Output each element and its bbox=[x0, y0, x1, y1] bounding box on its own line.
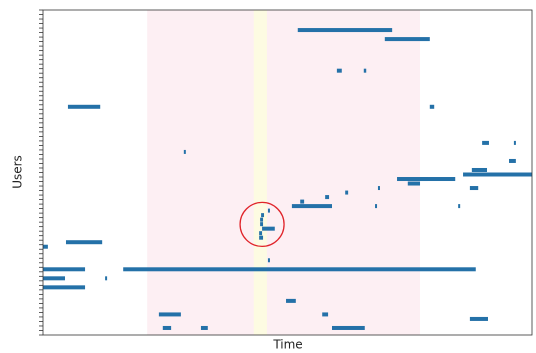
session-bar bbox=[105, 276, 108, 281]
session-bar bbox=[267, 258, 270, 263]
session-bar bbox=[363, 68, 367, 73]
session-bar bbox=[300, 199, 305, 204]
session-bar bbox=[67, 104, 101, 109]
session-bar bbox=[471, 167, 488, 172]
session-bar bbox=[375, 204, 378, 209]
session-bar bbox=[162, 325, 172, 330]
highlight-region bbox=[147, 10, 421, 335]
session-bar bbox=[261, 213, 265, 218]
session-bar bbox=[325, 195, 330, 200]
session-bar bbox=[322, 312, 329, 317]
x-axis-label: Time bbox=[272, 338, 302, 352]
session-bar bbox=[259, 235, 264, 240]
session-bar bbox=[482, 140, 489, 145]
session-bar bbox=[43, 244, 48, 249]
session-bar bbox=[469, 186, 479, 191]
highlight-region bbox=[253, 10, 267, 335]
session-bar bbox=[158, 312, 181, 317]
session-bar bbox=[43, 285, 86, 290]
session-bar bbox=[200, 325, 208, 330]
session-bar bbox=[260, 222, 264, 227]
session-bar bbox=[286, 298, 296, 303]
session-bar bbox=[513, 140, 516, 145]
session-bar bbox=[43, 267, 86, 272]
session-bar bbox=[420, 177, 428, 182]
session-bar bbox=[65, 240, 103, 245]
session-bar bbox=[259, 231, 263, 236]
session-bar bbox=[183, 149, 186, 154]
session-bar bbox=[43, 276, 66, 281]
session-bar bbox=[262, 226, 275, 231]
annotation-circle bbox=[239, 201, 285, 248]
session-bar bbox=[509, 158, 516, 163]
session-bar bbox=[429, 104, 435, 109]
session-bar bbox=[407, 181, 421, 186]
session-bar bbox=[336, 68, 342, 73]
session-bar bbox=[377, 186, 380, 191]
session-bar bbox=[297, 28, 393, 33]
session-bar bbox=[260, 217, 264, 222]
session-bar bbox=[123, 267, 476, 272]
session-bar bbox=[291, 204, 332, 209]
session-bar bbox=[267, 208, 270, 213]
plot-frame bbox=[42, 9, 533, 336]
session-bar bbox=[469, 316, 488, 321]
session-bar bbox=[463, 172, 532, 177]
y-axis-label: Users bbox=[11, 155, 25, 189]
session-bar bbox=[345, 190, 349, 195]
session-bar bbox=[331, 325, 365, 330]
session-bar bbox=[384, 37, 430, 42]
session-bar bbox=[458, 204, 461, 209]
